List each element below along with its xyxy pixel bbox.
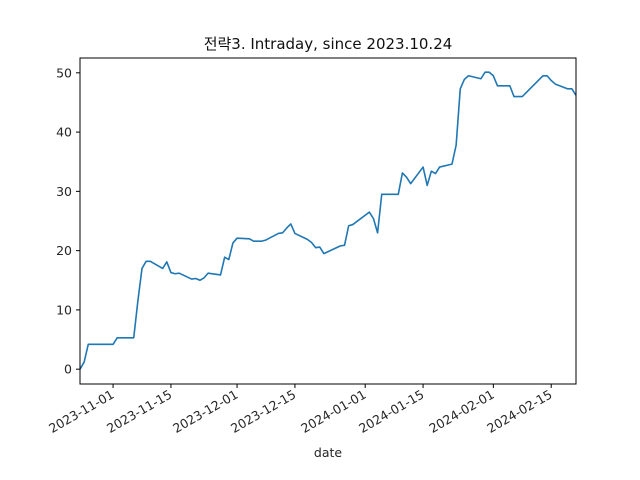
plot-area [80, 71, 576, 370]
y-tick-label: 10 [56, 302, 72, 317]
plot-frame [79, 57, 577, 385]
chart-title: 전략3. Intraday, since 2023.10.24 [204, 35, 453, 53]
y-tick-label: 50 [56, 65, 72, 80]
series-line [80, 71, 576, 370]
y-tick-label: 30 [56, 184, 72, 199]
y-tick-label: 40 [56, 125, 72, 140]
x-axis-label: date [314, 445, 342, 460]
y-tick-label: 0 [64, 362, 72, 377]
y-tick-label: 20 [56, 243, 72, 258]
y-axis-ticks: 0 10 20 30 40 50 [56, 65, 80, 377]
